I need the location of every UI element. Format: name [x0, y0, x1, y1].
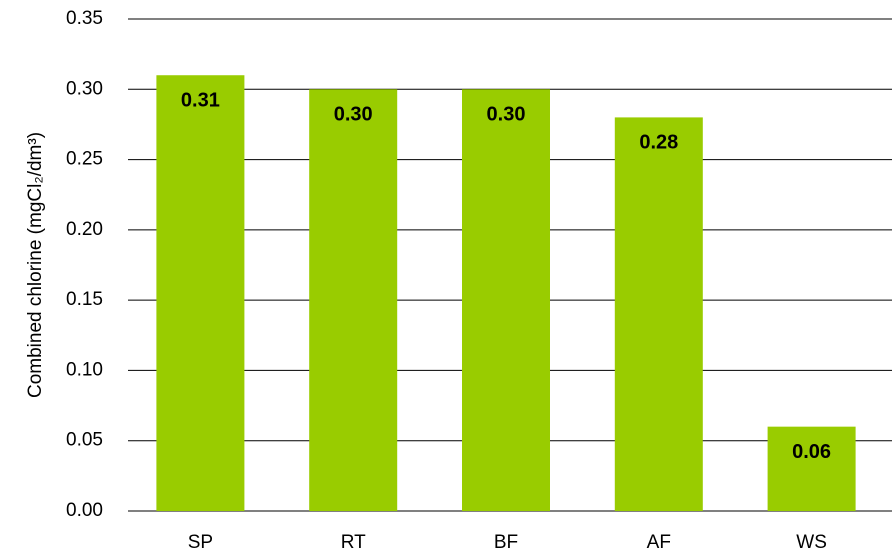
bar — [767, 426, 856, 511]
x-tick-label: AF — [647, 532, 671, 553]
y-axis-label: Combined chlorine (mgCl₂/dm³) — [25, 132, 46, 398]
data-label: 0.30 — [334, 104, 373, 126]
data-label: 0.28 — [639, 132, 678, 154]
x-tick-label: SP — [188, 532, 213, 553]
y-tick-label: 0.35 — [66, 8, 103, 29]
y-tick-label: 0.25 — [66, 149, 103, 170]
x-tick-label: WS — [796, 532, 827, 553]
y-tick-label: 0.30 — [66, 78, 103, 99]
x-tick-label: BF — [494, 532, 518, 553]
data-label: 0.30 — [487, 104, 526, 126]
data-label: 0.06 — [792, 441, 831, 463]
y-tick-label: 0.10 — [66, 359, 103, 380]
x-tick-label: RT — [341, 532, 366, 553]
bar — [156, 75, 245, 511]
y-tick-label: 0.00 — [66, 500, 103, 521]
y-tick-label: 0.15 — [66, 289, 103, 310]
y-tick-label: 0.05 — [66, 430, 103, 451]
bar — [462, 89, 550, 512]
bar — [614, 117, 703, 512]
bar — [309, 89, 398, 512]
y-tick-label: 0.20 — [66, 219, 103, 240]
data-label: 0.31 — [181, 90, 220, 112]
